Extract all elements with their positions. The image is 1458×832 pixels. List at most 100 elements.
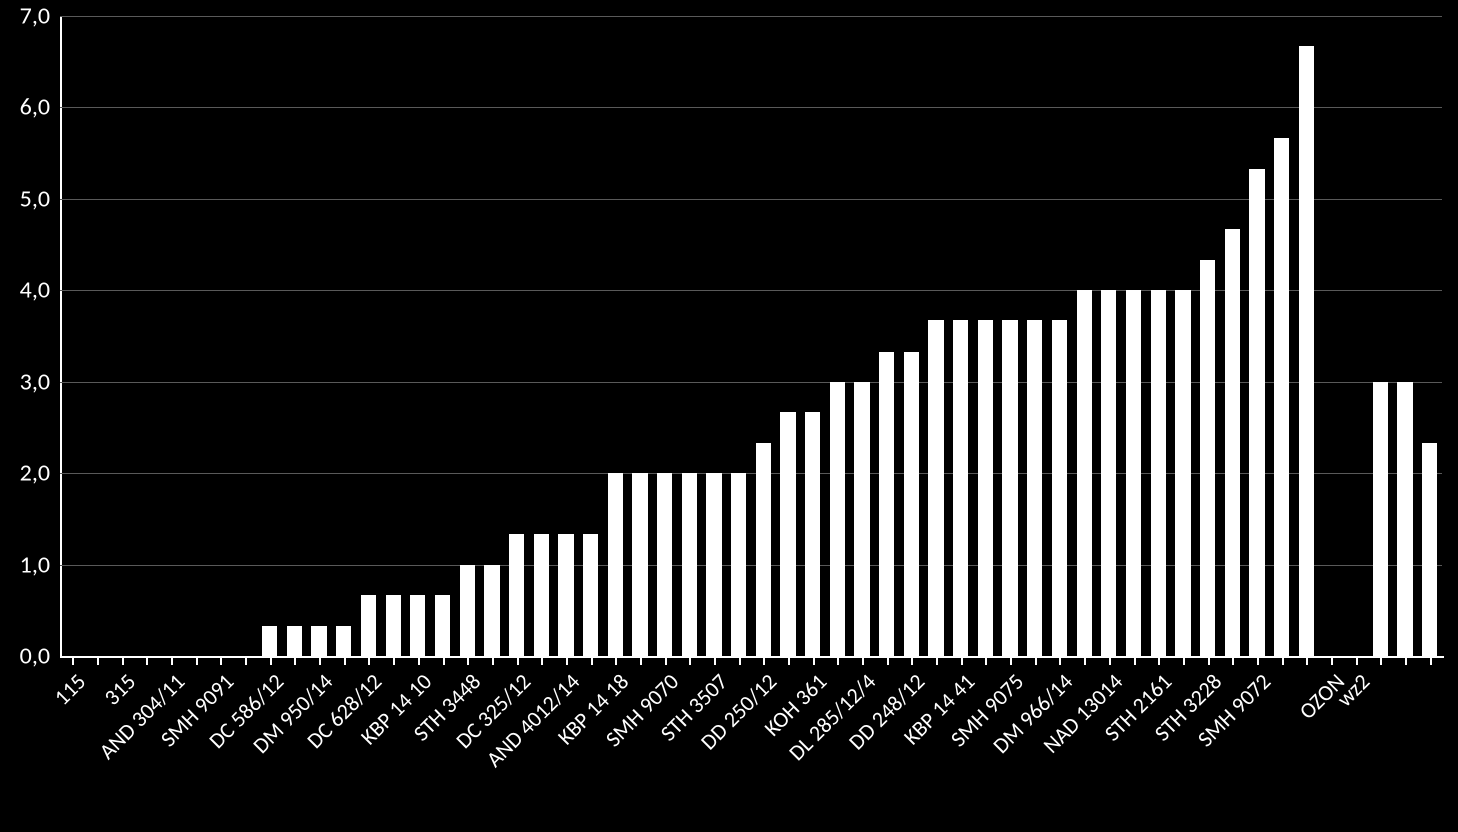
bar	[386, 595, 401, 656]
x-tick	[1380, 658, 1382, 665]
x-tick	[97, 658, 99, 665]
x-tick	[1356, 658, 1358, 665]
bar	[534, 534, 549, 656]
bar	[1151, 290, 1166, 656]
x-tick	[763, 658, 765, 665]
bar	[953, 320, 968, 656]
bar	[262, 626, 277, 656]
bar	[1225, 229, 1240, 656]
bar	[1175, 290, 1190, 656]
x-tick	[1257, 658, 1259, 665]
x-tick	[541, 658, 543, 665]
x-tick	[1430, 658, 1432, 665]
bar	[484, 565, 499, 656]
x-tick	[615, 658, 617, 665]
bar	[1200, 260, 1215, 656]
x-tick	[862, 658, 864, 665]
x-tick	[961, 658, 963, 665]
y-tick-label: 3,0	[0, 367, 50, 396]
x-tick	[985, 658, 987, 665]
bar	[928, 320, 943, 656]
bar	[336, 626, 351, 656]
bar	[460, 565, 475, 656]
y-tick-label: 7,0	[0, 2, 50, 31]
x-tick	[1084, 658, 1086, 665]
x-tick	[492, 658, 494, 665]
bar	[558, 534, 573, 656]
x-tick	[665, 658, 667, 665]
x-tick	[1331, 658, 1333, 665]
bar	[731, 473, 746, 656]
y-tick-label: 0,0	[0, 642, 50, 671]
x-tick	[887, 658, 889, 665]
x-tick	[640, 658, 642, 665]
y-tick-label: 6,0	[0, 93, 50, 122]
bar	[1101, 290, 1116, 656]
bar	[608, 473, 623, 656]
bar	[978, 320, 993, 656]
x-tick	[1405, 658, 1407, 665]
bar	[756, 443, 771, 656]
x-tick	[566, 658, 568, 665]
x-tick	[689, 658, 691, 665]
bar	[287, 626, 302, 656]
x-tick	[344, 658, 346, 665]
x-tick	[220, 658, 222, 665]
x-tick	[368, 658, 370, 665]
bar	[311, 626, 326, 656]
bar	[830, 382, 845, 656]
x-tick	[1134, 658, 1136, 665]
gridline	[60, 107, 1442, 108]
x-tick	[1208, 658, 1210, 665]
x-tick	[196, 658, 198, 665]
bar	[904, 352, 919, 656]
x-tick	[1282, 658, 1284, 665]
x-tick	[122, 658, 124, 665]
x-tick	[72, 658, 74, 665]
bar	[1299, 46, 1314, 656]
bar	[410, 595, 425, 656]
bar	[1077, 290, 1092, 656]
bar	[1274, 138, 1289, 656]
x-tick	[739, 658, 741, 665]
bar	[1002, 320, 1017, 656]
x-tick	[837, 658, 839, 665]
bar	[706, 473, 721, 656]
x-tick	[1035, 658, 1037, 665]
x-tick	[1232, 658, 1234, 665]
x-tick	[467, 658, 469, 665]
bar	[361, 595, 376, 656]
bar	[879, 352, 894, 656]
x-tick	[393, 658, 395, 665]
gridline	[60, 656, 1442, 657]
bar	[632, 473, 647, 656]
x-tick	[1059, 658, 1061, 665]
x-tick	[936, 658, 938, 665]
x-tick	[146, 658, 148, 665]
y-tick-label: 5,0	[0, 184, 50, 213]
x-tick	[517, 658, 519, 665]
bar	[435, 595, 450, 656]
bar	[1422, 443, 1437, 656]
x-tick	[270, 658, 272, 665]
bar	[1373, 382, 1388, 656]
gridline	[60, 199, 1442, 200]
x-tick	[443, 658, 445, 665]
bar	[657, 473, 672, 656]
x-tick	[813, 658, 815, 665]
x-tick	[319, 658, 321, 665]
x-tick-label: 115	[49, 668, 92, 711]
x-tick	[1183, 658, 1185, 665]
bar	[509, 534, 524, 656]
x-tick	[294, 658, 296, 665]
x-tick	[911, 658, 913, 665]
y-tick-label: 4,0	[0, 276, 50, 305]
x-tick	[714, 658, 716, 665]
x-tick	[1158, 658, 1160, 665]
bar	[1052, 320, 1067, 656]
x-tick	[591, 658, 593, 665]
gridline	[60, 16, 1442, 17]
bar	[1397, 382, 1412, 656]
bar	[682, 473, 697, 656]
bar	[854, 382, 869, 656]
